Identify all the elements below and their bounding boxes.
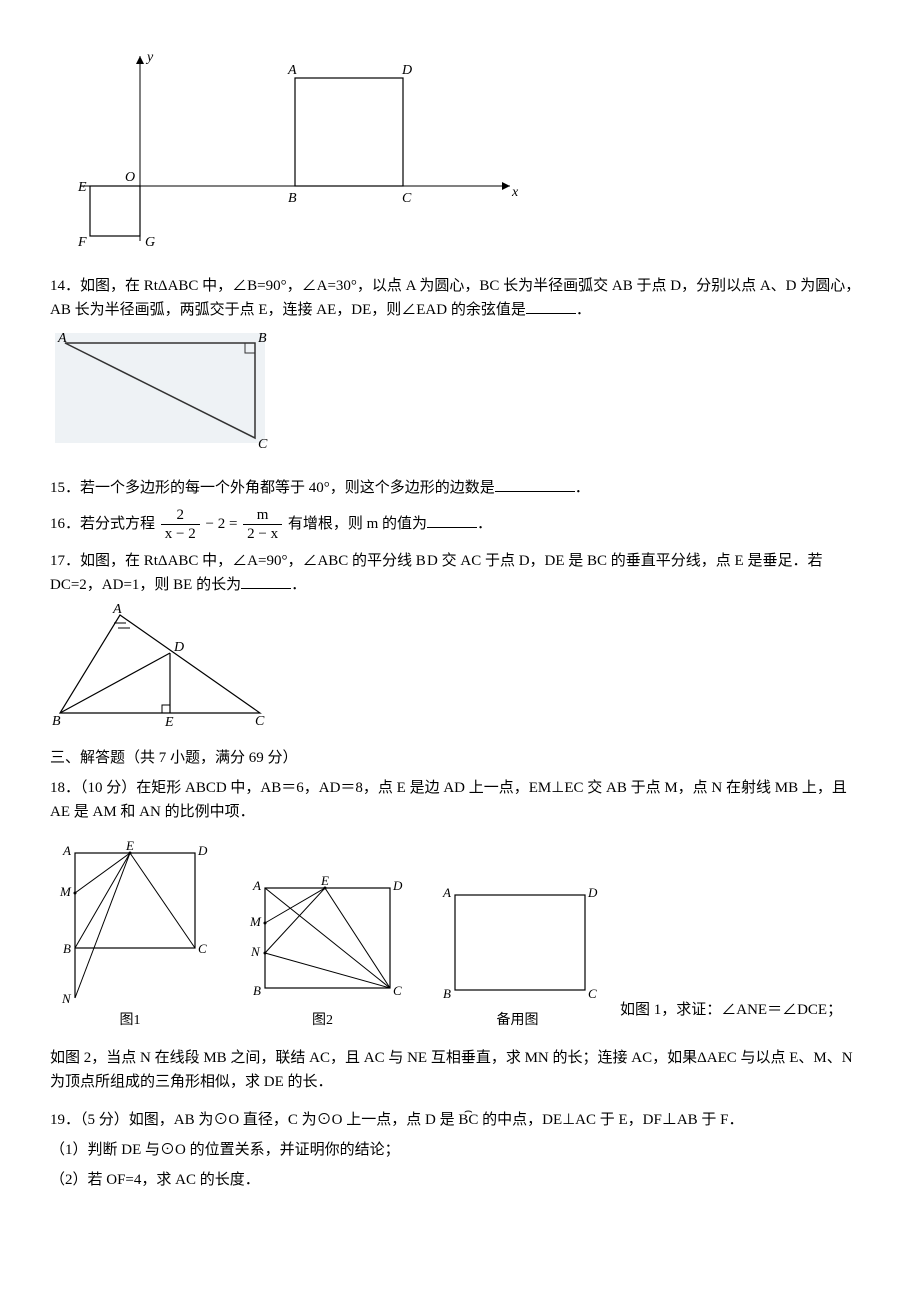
f2-B: B [253,983,261,998]
q14-body: 14．如图，在 RtΔABC 中，∠B=90°，∠A=30°，以点 A 为圆心，… [50,278,860,318]
f1-N: N [61,991,72,1006]
f3-D: D [587,885,598,900]
q18-fig1-svg: A E D M B C N [50,838,210,1008]
origin-label: O [125,170,135,185]
f2-A: A [252,878,261,893]
q16-num1: 2 [161,506,200,525]
q17-B: B [52,714,61,728]
q18-after: 如图 1，求证：∠ANE＝∠DCE； [620,998,842,1040]
q13-figure: y x O A D B C E F G [50,46,870,264]
q15-period: ． [575,480,590,496]
axis-y-label: y [145,50,154,65]
q14-A: A [57,331,67,346]
f3-C: C [588,986,597,1001]
q15-text: 15．若一个多边形的每一个外角都等于 40°，则这个多边形的边数是 ． [50,476,870,500]
q17-body: 17．如图，在 RtΔABC 中，∠A=90°，∠ABC 的平分线 B D 交 … [50,553,822,593]
q18-fig2: A E D M N B C 图2 [240,873,405,1032]
q16-blank [427,512,477,528]
q16-den1: x − 2 [161,525,200,543]
f1-A: A [62,843,71,858]
axis-x-label: x [511,185,519,200]
q15-body: 15．若一个多边形的每一个外角都等于 40°，则这个多边形的边数是 [50,480,495,496]
q14-text: 14．如图，在 RtΔABC 中，∠B=90°，∠A=30°，以点 A 为圆心，… [50,274,870,322]
q18-cap1: 图1 [120,1010,141,1032]
q14-blank [526,298,576,314]
q17-A: A [112,603,122,617]
f2-E: E [320,873,329,888]
f1-B: B [63,941,71,956]
q18-cap3: 备用图 [497,1010,539,1032]
q16-frac2: m 2 − x [243,506,282,543]
q19-text: 19．（5 分）如图，AB 为⊙O 直径，C 为⊙O 上一点，点 D 是 BC … [50,1108,870,1132]
pt-E: E [77,180,87,195]
q14-B: B [258,331,267,346]
q17-D: D [173,640,184,655]
q14-svg: A B C [50,328,280,458]
q17-C: C [255,714,265,728]
f2-D: D [392,878,403,893]
section3-heading: 三、解答题（共 7 小题，满分 69 分） [50,746,870,770]
q18-fig3-svg: A D B C [435,883,600,1008]
q18-cap2: 图2 [312,1010,333,1032]
f2-C: C [393,983,402,998]
pt-D: D [401,63,412,78]
q14-period: ． [576,302,591,318]
pt-F: F [77,235,87,250]
pt-G: G [145,235,155,250]
f2-M: M [249,914,262,929]
q15-blank [495,476,575,492]
q18-fig2-svg: A E D M N B C [240,873,405,1008]
q17-figure: A B C D E [50,603,870,736]
q14-C: C [258,437,268,452]
q18-figrow: A E D M B C N 图1 A E D M N B C [50,830,870,1040]
q16-prefix: 16．若分式方程 [50,516,155,532]
q19-p2: （2）若 OF=4，求 AC 的长度． [50,1168,870,1192]
q19-b: 的中点，DE⊥AC 于 E，DF⊥AB 于 F． [482,1112,743,1128]
f2-N: N [250,944,261,959]
f1-C: C [198,941,207,956]
q18-text: 18．（10 分）在矩形 ABCD 中，AB＝6，AD＝8，点 E 是边 AD … [50,776,870,824]
pt-C: C [402,191,412,206]
q17-svg: A B C D E [50,603,270,728]
pt-B: B [288,191,297,206]
q17-text: 17．如图，在 RtΔABC 中，∠A=90°，∠ABC 的平分线 B D 交 … [50,549,870,597]
q18-part2: 如图 2，当点 N 在线段 MB 之间，联结 AC，且 AC 与 NE 互相垂直… [50,1046,870,1094]
q19-arc: BC [458,1108,478,1132]
f3-B: B [443,986,451,1001]
q19-p1: （1）判断 DE 与⊙O 的位置关系，并证明你的结论； [50,1138,870,1162]
q16-text: 16．若分式方程 2 x − 2 − 2 = m 2 − x 有增根，则 m 的… [50,506,870,543]
q16-num2: m [243,506,282,525]
q19-a: 19．（5 分）如图，AB 为⊙O 直径，C 为⊙O 上一点，点 D 是 [50,1112,455,1128]
f1-M: M [59,884,72,899]
pt-A: A [287,63,297,78]
q17-E: E [164,715,174,728]
q18-fig1: A E D M B C N 图1 [50,838,210,1032]
q16-mid: − 2 = [205,516,241,532]
q14-figure: A B C [50,328,870,466]
q18-figures: A E D M B C N 图1 A E D M N B C [50,838,600,1032]
q16-den2: 2 − x [243,525,282,543]
q16-frac1: 2 x − 2 [161,506,200,543]
q18-fig3: A D B C 备用图 [435,883,600,1032]
q17-period: ． [291,577,306,593]
f3-A: A [442,885,451,900]
q16-suffix-b: ． [477,516,492,532]
q13-svg: y x O A D B C E F G [50,46,530,256]
f1-D: D [197,843,208,858]
f1-E: E [125,838,134,853]
q16-suffix-a: 有增根，则 m 的值为 [288,516,427,532]
q17-blank [241,573,291,589]
